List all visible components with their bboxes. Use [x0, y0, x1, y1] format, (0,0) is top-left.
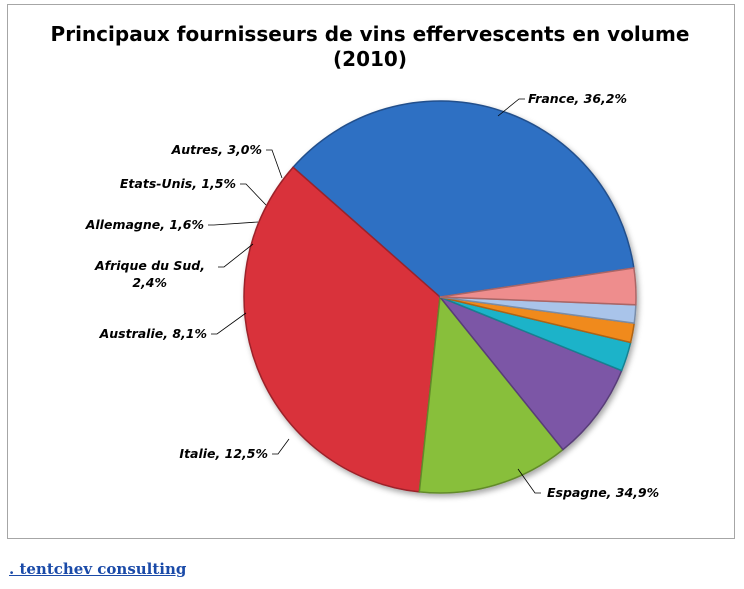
- pie-slice-italie: [418, 295, 565, 494]
- data-label-australie: Australie, 8,1%: [99, 326, 207, 341]
- data-label-afrique-du-sud: Afrique du Sud, 2,4%: [94, 258, 205, 290]
- data-label-espagne: Espagne, 34,9%: [547, 485, 659, 500]
- data-label-etats-unis: Etats-Unis, 1,5%: [120, 176, 236, 191]
- chart-title: Principaux fournisseurs de vins efferves…: [50, 22, 690, 71]
- data-label-allemagne: Allemagne, 1,6%: [85, 217, 204, 232]
- tentchev-consulting-link[interactable]: . tentchev consulting: [9, 560, 187, 578]
- data-label-italie: Italie, 12,5%: [179, 446, 268, 461]
- data-label-france: France, 36,2%: [528, 91, 627, 106]
- data-label-autres: Autres, 3,0%: [171, 142, 262, 157]
- leader-line-france: [497, 98, 525, 117]
- leader-line-espagne: [517, 468, 541, 494]
- leader-line-italie: [272, 438, 290, 455]
- pie-slice-espagne: [243, 166, 441, 493]
- leader-line-australie: [211, 312, 247, 335]
- pie-slice-france: [292, 100, 635, 298]
- leader-line-allemagne: [208, 221, 259, 226]
- leader-line-afrique-du-sud: [218, 243, 254, 268]
- pie-chart: France, 36,2% Espagne, 34,9% Italie, 12,5%…: [85, 91, 659, 500]
- pie-slice-autres: [439, 267, 637, 306]
- leader-line-autres: [266, 149, 283, 179]
- pie-slice-australie: [437, 295, 623, 451]
- leader-line-etats-unis: [240, 183, 267, 206]
